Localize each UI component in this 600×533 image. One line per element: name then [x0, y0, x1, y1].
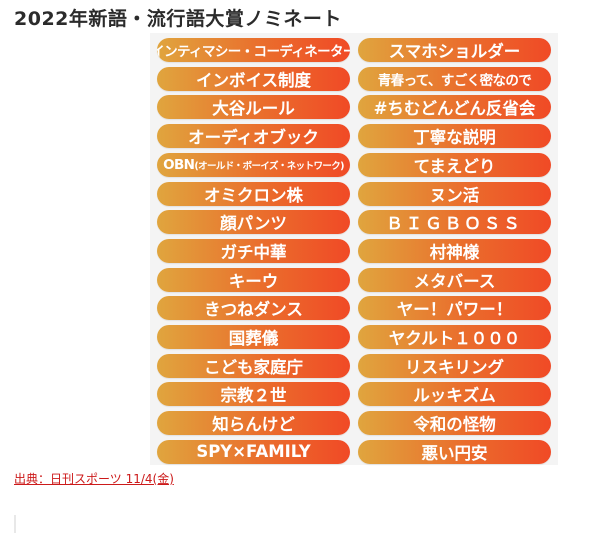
nominee-label: 顔パンツ — [220, 214, 287, 234]
nominee-pill: ヌン活 — [358, 181, 551, 206]
nominee-pill: メタバース — [358, 267, 551, 292]
nominee-label: 知らんけど — [212, 415, 295, 435]
nominee-label: インボイス制度 — [195, 70, 311, 90]
nominee-pill: ＢＩＧＢＯＳＳ — [358, 210, 551, 235]
nominee-label: 令和の怪物 — [413, 415, 496, 435]
nominee-label: 青春って、すごく密なので — [377, 72, 532, 89]
nominee-label: ヤー！パワー！ — [396, 300, 513, 320]
nominee-pill: OBN (オールド・ボーイズ・ネットワーク) — [157, 152, 350, 177]
nominee-sublabel: (オールド・ボーイズ・ネットワーク) — [194, 160, 344, 172]
nominee-label: 国葬儀 — [228, 329, 279, 348]
divider — [14, 515, 16, 533]
nominee-pill: きつねダンス — [157, 296, 350, 321]
nominee-label: ヤクルト１０００ — [388, 329, 521, 348]
nominee-label: #ちむどんどん反省会 — [373, 99, 536, 119]
nominee-pill: こども家庭庁 — [157, 353, 350, 378]
nominee-label: こども家庭庁 — [204, 357, 303, 377]
nominee-pill: ヤクルト１０００ — [358, 325, 551, 349]
nominee-pill: 知らんけど — [157, 411, 350, 436]
nominee-pill: てまえどり — [358, 152, 551, 177]
nominee-pill: 令和の怪物 — [358, 411, 551, 436]
nominee-label: ヌン活 — [429, 185, 480, 205]
nominee-label: 大谷ルール — [212, 99, 295, 119]
nominee-label: きつねダンス — [204, 300, 303, 320]
nominee-label: オミクロン株 — [204, 185, 303, 205]
nominee-label: 丁寧な説明 — [413, 128, 496, 148]
nominee-pill: ルッキズム — [358, 382, 551, 407]
nominee-pill: ヤー！パワー！ — [358, 296, 551, 321]
nominee-pill: 宗教２世 — [157, 382, 350, 407]
nominee-pill: インボイス制度 — [157, 66, 350, 91]
nominee-pill: 青春って、すごく密なので — [358, 66, 551, 91]
nominee-pill: ガチ中華 — [157, 238, 350, 263]
nominee-label: てまえどり — [413, 156, 496, 176]
nominee-pill: オミクロン株 — [157, 181, 350, 206]
nominee-pill: #ちむどんどん反省会 — [358, 95, 551, 120]
nominee-label: 村神様 — [429, 242, 480, 262]
nominee-pill: 大谷ルール — [157, 95, 350, 120]
nominee-label: OBN — [163, 156, 195, 173]
nominee-pill: スマホショルダー — [358, 38, 551, 62]
nominee-pill: キーウ — [157, 267, 350, 292]
nominee-label: SPY×FAMILY — [196, 442, 311, 462]
nominee-label: オーディオブック — [188, 128, 319, 148]
nominee-label: ＢＩＧＢＯＳＳ — [386, 214, 523, 234]
nominee-label: スマホショルダー — [388, 42, 521, 61]
nominee-label: キーウ — [228, 271, 279, 291]
nominee-pill: 国葬儀 — [157, 325, 350, 349]
nominee-pill: オーディオブック — [157, 124, 350, 149]
nominee-pill: 顔パンツ — [157, 210, 350, 235]
nominee-label: インティマシー・コーディネーター — [157, 44, 350, 60]
nominee-pill: インティマシー・コーディネーター — [157, 38, 350, 62]
nominee-pill: SPY×FAMILY — [157, 439, 350, 464]
nominee-label: ルッキズム — [413, 386, 496, 406]
nominee-label: メタバース — [413, 271, 496, 291]
nominee-pill: 悪い円安 — [358, 439, 551, 464]
nominee-label: リスキリング — [405, 357, 504, 377]
nominee-label: 悪い円安 — [421, 443, 488, 463]
nominee-label: ガチ中華 — [220, 242, 287, 262]
nominee-pill: 村神様 — [358, 238, 551, 263]
source-link[interactable]: 出典：日刊スポーツ 11/4(金) — [14, 472, 174, 486]
nominee-label: 宗教２世 — [220, 386, 287, 406]
nominee-pill: 丁寧な説明 — [358, 124, 551, 149]
nominee-pill: リスキリング — [358, 353, 551, 378]
page-title: 2022年新語・流行語大賞ノミネート — [14, 8, 342, 30]
